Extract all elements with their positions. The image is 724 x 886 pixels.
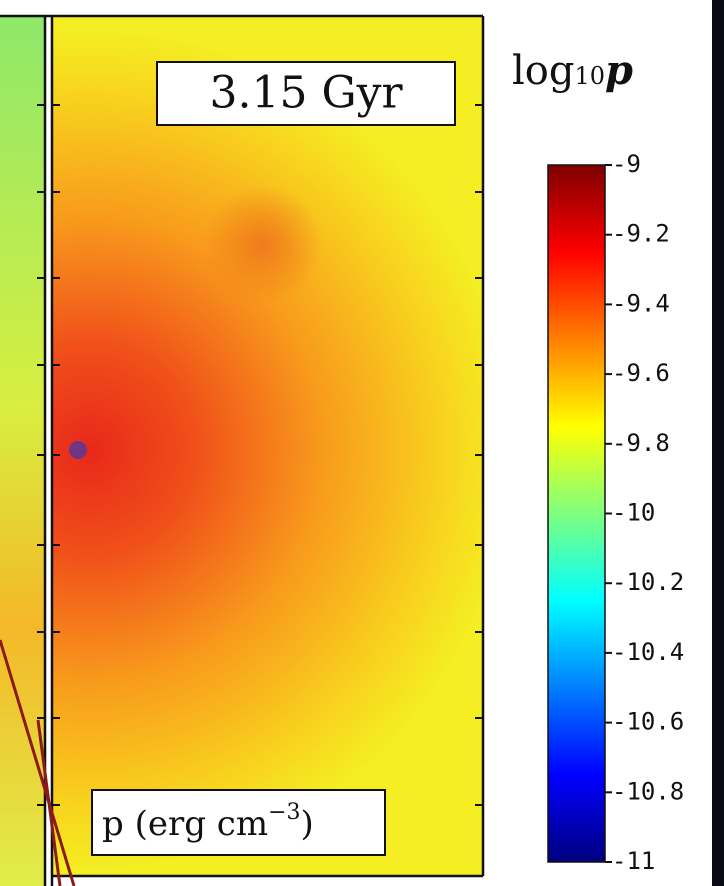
colorbar-tick-label: -9 xyxy=(612,150,641,178)
colorbar-tick-label: -10.2 xyxy=(612,568,684,596)
quantity-label: p (erg cm−3) xyxy=(102,800,314,844)
panel-ticks xyxy=(37,104,483,806)
colorbar-tick-label: -10.6 xyxy=(612,708,684,736)
colorbar-tick-label: -9.2 xyxy=(612,220,670,248)
colorbar-tick-label: -11 xyxy=(612,847,655,875)
colorbar-title-base: log xyxy=(512,48,574,94)
quantity-close: ) xyxy=(301,804,314,844)
quantity-exponent: −3 xyxy=(268,800,300,825)
colorbar-ticks: -9 -9.2 -9.4 -9.6 -9.8 -10 -10.2 -10.4 -10.6 -10.… xyxy=(605,150,684,875)
colorbar-title-variable: p xyxy=(605,47,633,94)
quantity-text: p (erg cm xyxy=(102,804,268,844)
colorbar-title-subscript: 10 xyxy=(574,62,605,90)
colorbar-tick-label: -10.8 xyxy=(612,777,684,805)
panel-frame xyxy=(0,14,485,886)
quantity-box xyxy=(91,789,386,856)
time-box xyxy=(156,61,456,126)
colorbar-tick-label: -9.4 xyxy=(612,289,670,317)
map xyxy=(53,16,483,876)
edge-strip xyxy=(712,0,724,886)
colorbar-tick-label: -10 xyxy=(612,499,655,527)
colorbar xyxy=(547,164,606,863)
time-label: 3.15 Gyr xyxy=(210,68,404,119)
map-blob xyxy=(200,185,325,310)
pointer-lines xyxy=(0,639,76,886)
map-spot xyxy=(69,441,87,459)
side-panel xyxy=(0,16,45,886)
colorbar-tick-label: -9.8 xyxy=(612,429,670,457)
colorbar-title: log10p xyxy=(512,47,633,94)
colorbar-tick-label: -10.4 xyxy=(612,638,684,666)
colorbar-tick-label: -9.6 xyxy=(612,359,670,387)
